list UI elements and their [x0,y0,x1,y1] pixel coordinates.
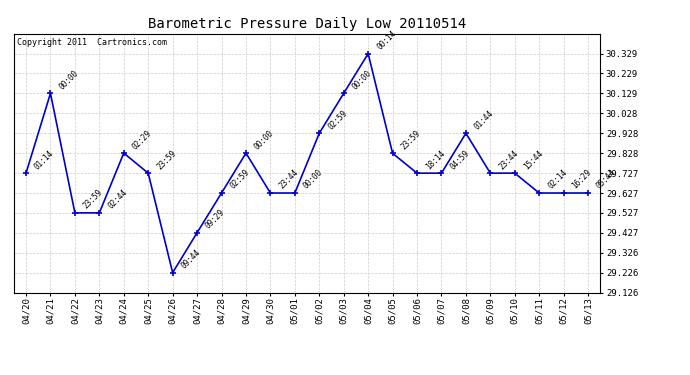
Text: 00:00: 00:00 [253,128,275,151]
Text: 01:14: 01:14 [33,148,56,171]
Text: 09:44: 09:44 [179,248,202,270]
Text: 23:44: 23:44 [497,148,520,171]
Text: 02:59: 02:59 [326,108,349,131]
Text: 23:59: 23:59 [400,128,422,151]
Text: 00:00: 00:00 [351,69,373,91]
Text: Copyright 2011  Cartronics.com: Copyright 2011 Cartronics.com [17,38,167,46]
Text: 23:44: 23:44 [277,168,300,191]
Text: 23:59: 23:59 [82,188,105,211]
Text: 16:29: 16:29 [571,168,593,191]
Text: 01:44: 01:44 [473,108,495,131]
Text: 09:29: 09:29 [204,208,227,231]
Title: Barometric Pressure Daily Low 20110514: Barometric Pressure Daily Low 20110514 [148,17,466,31]
Text: 04:59: 04:59 [448,148,471,171]
Text: 02:29: 02:29 [130,128,153,151]
Text: 05:44: 05:44 [595,168,618,191]
Text: 02:14: 02:14 [546,168,569,191]
Text: 23:59: 23:59 [155,148,178,171]
Text: 18:14: 18:14 [424,148,446,171]
Text: 00:00: 00:00 [57,69,80,91]
Text: 15:44: 15:44 [522,148,544,171]
Text: 00:14: 00:14 [375,29,398,51]
Text: 00:00: 00:00 [302,168,324,191]
Text: 02:59: 02:59 [228,168,251,191]
Text: 02:44: 02:44 [106,188,129,211]
